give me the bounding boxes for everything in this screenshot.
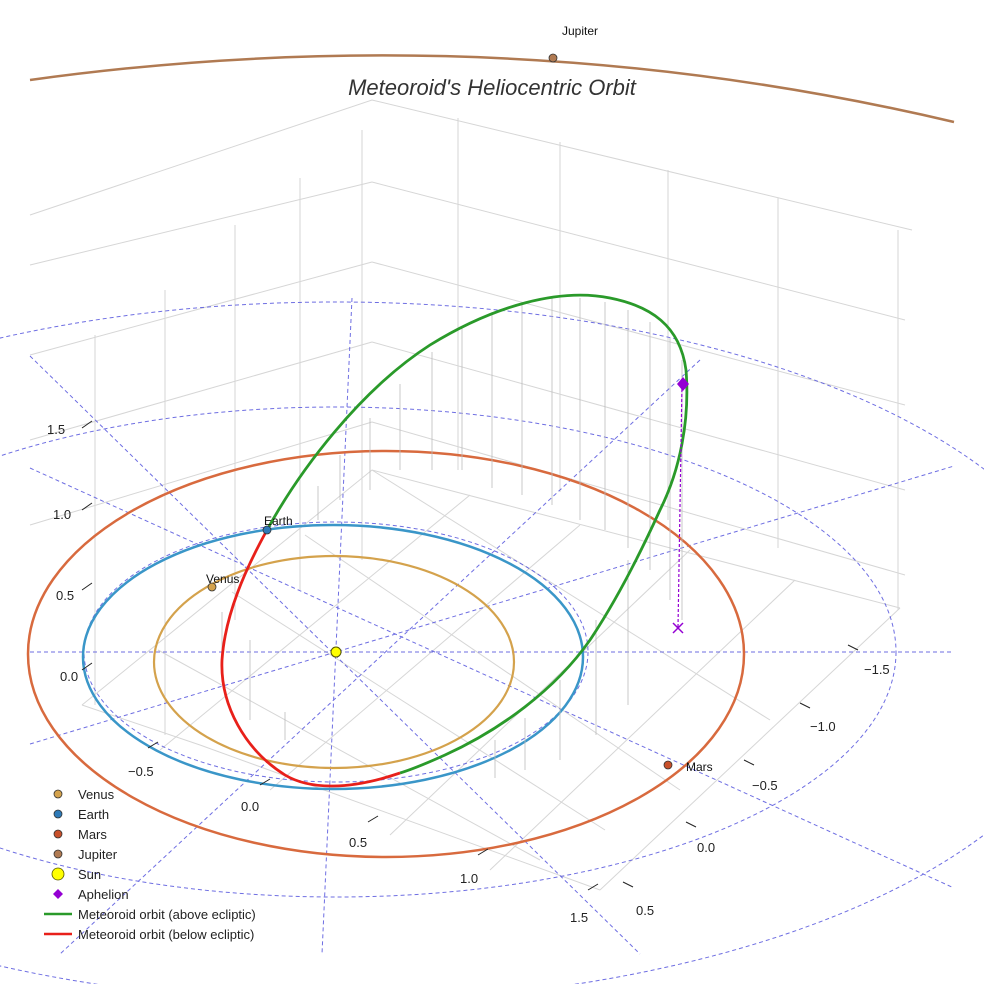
mars-marker	[663, 760, 673, 770]
legend-label: Meteoroid orbit (below ecliptic)	[78, 926, 255, 942]
legend-label: Mars	[78, 826, 107, 842]
z-tick-label: 0.0	[60, 669, 78, 684]
z-tick-label: 1.5	[47, 422, 65, 437]
ecliptic-spoke	[321, 297, 353, 955]
jupiter-orbit	[29, 54, 955, 124]
x-tick-marks	[147, 741, 599, 891]
grid-h	[371, 421, 906, 576]
floor-edge	[599, 607, 901, 891]
legend-dot-icon	[38, 824, 78, 844]
legend-dot-icon	[38, 844, 78, 864]
grid-h	[29, 341, 373, 441]
earth-marker	[262, 525, 272, 535]
legend-dot-icon	[38, 784, 78, 804]
z-tick-marks	[81, 420, 93, 671]
box-edge-top	[29, 99, 913, 231]
legend-dot-icon	[38, 804, 78, 824]
floor-grid	[371, 469, 771, 721]
x-tick-label: −0.5	[128, 764, 154, 779]
legend-item-below: Meteoroid orbit (below ecliptic)	[38, 924, 298, 944]
legend-item-above: Meteoroid orbit (above ecliptic)	[38, 904, 298, 924]
grid-h	[371, 341, 906, 491]
x-tick-label: 1.5	[570, 910, 588, 925]
drop-lines	[221, 298, 683, 778]
legend-item-jupiter: Jupiter	[38, 844, 298, 864]
venus-label: Venus	[206, 572, 239, 586]
floor-edge	[81, 704, 601, 891]
floor-grid	[159, 494, 471, 751]
legend-line-icon	[38, 904, 78, 924]
floor-grid	[269, 524, 581, 791]
x-tick-label: 0.5	[349, 835, 367, 850]
sun-marker	[330, 646, 342, 658]
legend-line-icon	[38, 924, 78, 944]
legend-diamond-icon	[38, 884, 78, 904]
z-tick-label: 0.5	[56, 588, 74, 603]
earth-orbit	[81, 523, 585, 791]
legend-label: Jupiter	[78, 846, 118, 862]
legend-item-earth: Earth	[38, 804, 298, 824]
y-tick-label: −0.5	[752, 778, 778, 793]
ecliptic-spoke	[29, 467, 955, 889]
jupiter-marker	[548, 53, 558, 63]
legend-item-sun: Sun	[38, 864, 298, 884]
aphelion-marker	[677, 377, 689, 391]
jupiter-label: Jupiter	[562, 24, 598, 38]
ecliptic-ring	[0, 301, 984, 984]
floor-grid	[389, 549, 691, 836]
x-tick-label: 1.0	[460, 871, 478, 886]
floor-grid	[157, 649, 541, 861]
y-tick-marks	[622, 644, 859, 888]
x-tick-label: 0.0	[241, 799, 259, 814]
floor-grid	[304, 534, 681, 791]
venus-marker	[207, 582, 217, 592]
legend-label: Venus	[78, 786, 115, 802]
grid-lines	[29, 99, 913, 891]
legend: Venus Earth Mars Jupiter Sun Aphelion Me…	[38, 784, 298, 944]
earth-label: Earth	[264, 514, 293, 528]
mars-label: Mars	[686, 760, 713, 774]
grid-h	[371, 181, 906, 321]
grid-h	[29, 421, 373, 526]
legend-label: Sun	[78, 866, 102, 882]
floor-grid	[489, 579, 796, 871]
ecliptic-ring	[83, 521, 589, 783]
z-tick-label: 1.0	[53, 507, 71, 522]
aphelion-projection-marker	[672, 622, 684, 634]
floor-grid	[231, 591, 606, 831]
ecliptic-spoke	[59, 359, 701, 955]
grid-h	[29, 181, 373, 266]
legend-item-venus: Venus	[38, 784, 298, 804]
y-tick-label: 0.5	[636, 903, 654, 918]
y-tick-label: 0.0	[697, 840, 715, 855]
venus-orbit	[152, 554, 516, 770]
legend-label: Meteoroid orbit (above ecliptic)	[78, 906, 256, 922]
series-line-above	[265, 293, 689, 775]
aphelion-dropline	[677, 383, 683, 629]
ecliptic-ring	[0, 406, 897, 898]
grid-h	[29, 261, 373, 356]
y-tick-label: −1.5	[864, 662, 890, 677]
legend-label: Aphelion	[78, 886, 129, 902]
mars-orbit	[26, 449, 746, 859]
legend-sun-icon	[38, 864, 78, 884]
y-tick-label: −1.0	[810, 719, 836, 734]
legend-item-aphelion: Aphelion	[38, 884, 298, 904]
legend-item-mars: Mars	[38, 824, 298, 844]
legend-label: Earth	[78, 806, 110, 822]
chart-title: Meteoroid's Heliocentric Orbit	[348, 75, 637, 100]
series-line-below	[220, 529, 401, 788]
